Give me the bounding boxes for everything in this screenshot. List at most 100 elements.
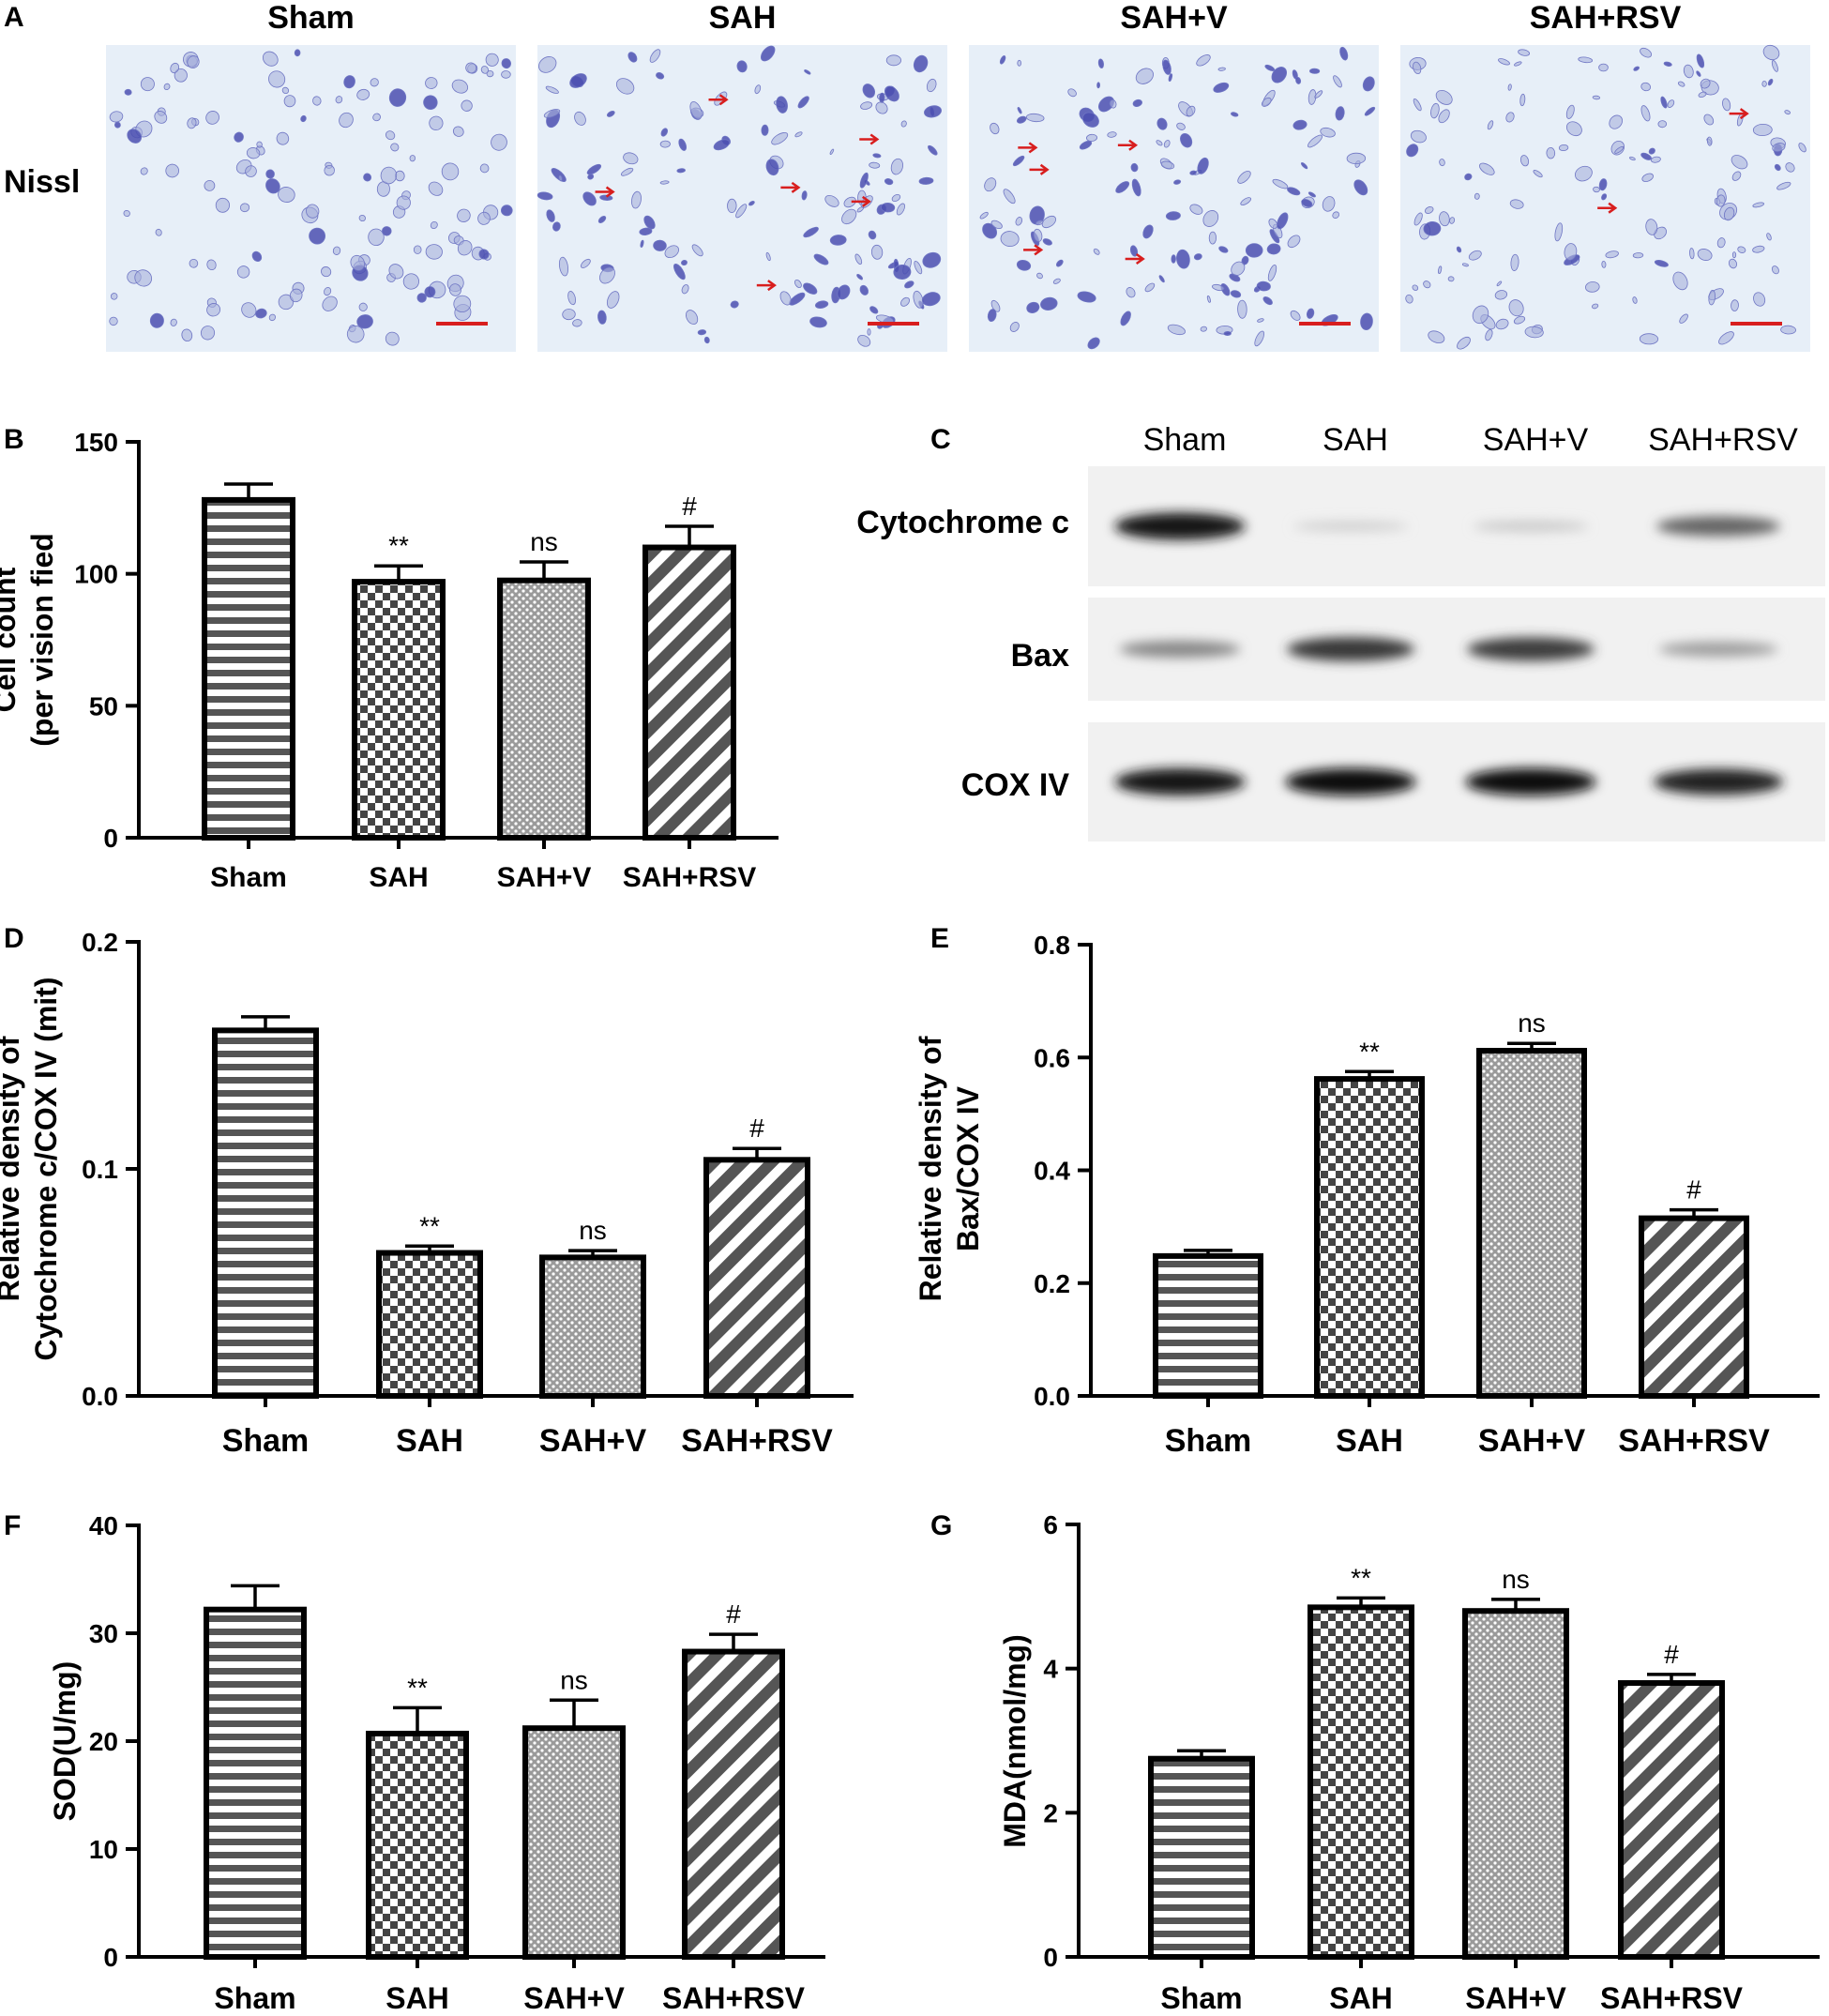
x-tick-label-sah-rsv: SAH+RSV bbox=[623, 862, 757, 893]
chart-b: B Sham ** SAH ns SAH+V # SAH+RSV 0 50 100 150 Cell c… bbox=[0, 424, 778, 893]
y-axis-title: (per vision fied bbox=[25, 533, 59, 747]
significance-label: ns bbox=[1502, 1565, 1530, 1594]
panel-letter-c: C bbox=[930, 424, 951, 455]
bar-sah-rsv bbox=[1618, 1680, 1725, 1960]
significance-label: # bbox=[726, 1599, 741, 1629]
bar-sah bbox=[376, 1250, 483, 1400]
error-bar-sah-v bbox=[520, 560, 568, 581]
bar-sham bbox=[1148, 1755, 1255, 1961]
blot-band bbox=[1465, 767, 1596, 796]
blot-band bbox=[1114, 768, 1246, 796]
x-tick-label-sham: Sham bbox=[210, 862, 287, 893]
micrograph-sah-rsv: SAH+RSV bbox=[1400, 0, 1810, 352]
x-tick-label-sham: Sham bbox=[222, 1423, 310, 1459]
bar-sah-rsv bbox=[682, 1648, 785, 1961]
blot-lane-label-sah-v: SAH+V bbox=[1483, 422, 1589, 458]
error-bar-sham bbox=[241, 1015, 290, 1031]
y-tick-label: 10 bbox=[89, 1835, 118, 1864]
chart-g: G Sham ** SAH ns SAH+V # SAH+RSV 0 2 4 6 MDA(nmol/mg… bbox=[930, 1510, 1820, 2015]
micrograph-row: Sham SAH SAH+V SAH+RSV bbox=[106, 0, 1810, 352]
blot-band bbox=[1285, 767, 1416, 796]
bar-sham bbox=[212, 1027, 319, 1399]
y-tick-label: 0.2 bbox=[82, 928, 118, 957]
significance-label: ns bbox=[530, 527, 558, 556]
error-bar-sah bbox=[405, 1244, 454, 1253]
panel-a-nissl: A Nissl Sham SAH SAH+V SAH+RSV bbox=[4, 0, 1810, 352]
x-tick-label-sah-rsv: SAH+RSV bbox=[681, 1423, 833, 1459]
red-arrow-icon bbox=[1117, 139, 1139, 151]
x-tick-label-sah: SAH bbox=[396, 1423, 463, 1459]
group-title-sah-v: SAH+V bbox=[1120, 0, 1228, 36]
y-tick-label: 0.1 bbox=[82, 1155, 118, 1184]
error-bar-sah-v bbox=[568, 1249, 617, 1258]
significance-label: ns bbox=[579, 1216, 607, 1245]
bar-sah-v bbox=[1462, 1608, 1569, 1960]
y-tick-label: 0.6 bbox=[1034, 1043, 1070, 1072]
y-axis-title: Bax/COX IV bbox=[951, 1085, 985, 1251]
bar-sah bbox=[366, 1730, 469, 1960]
red-arrow-icon bbox=[851, 195, 871, 207]
blot-row-cox-iv: COX IV bbox=[961, 722, 1825, 841]
error-bar-sah bbox=[374, 564, 423, 583]
chart-e: E Sham ** SAH ns SAH+V # SAH+RSV 0.0 0.2 0.4 0.6 0.8… bbox=[914, 923, 1820, 1459]
blot-label-bax: Bax bbox=[1011, 638, 1069, 674]
x-tick-label-sah: SAH bbox=[1329, 1981, 1393, 2015]
blot-band bbox=[1658, 642, 1778, 657]
bar-sah-v bbox=[522, 1725, 626, 1960]
blot-band bbox=[1656, 516, 1780, 537]
x-tick-label-sham: Sham bbox=[214, 1981, 295, 2015]
bar-sham bbox=[202, 496, 295, 841]
y-tick-label: 0.0 bbox=[1034, 1382, 1070, 1411]
y-tick-label: 0 bbox=[1043, 1943, 1058, 1972]
micrograph-sah: SAH bbox=[537, 0, 947, 352]
blot-row-cytochrome-c: Cytochrome c bbox=[856, 466, 1825, 586]
chart-f: F Sham ** SAH ns SAH+V # SAH+RSV 0 10 20 30 40 SOD(U/… bbox=[4, 1510, 825, 2015]
blot-band bbox=[1473, 521, 1589, 532]
y-tick-label: 4 bbox=[1043, 1655, 1058, 1684]
stained-cells bbox=[979, 46, 1376, 350]
red-arrow-icon bbox=[708, 94, 729, 106]
significance-label: # bbox=[682, 492, 697, 521]
error-bar-sah-v bbox=[1491, 1598, 1540, 1612]
error-bar-sah bbox=[393, 1705, 442, 1734]
x-tick-label-sah-v: SAH+V bbox=[1478, 1423, 1586, 1459]
panel-c-western-blot: C Sham SAH SAH+V SAH+RSV Cytochrome c Bax COX … bbox=[856, 422, 1825, 841]
error-bar-sah-rsv bbox=[1670, 1207, 1718, 1219]
x-tick-label-sah-v: SAH+V bbox=[523, 1981, 625, 2015]
group-title-sham: Sham bbox=[267, 0, 355, 36]
panel-letter-f: F bbox=[4, 1510, 21, 1541]
panel-letter-g: G bbox=[930, 1510, 952, 1541]
micrograph-sham: Sham bbox=[106, 0, 516, 352]
error-bar-sah-v bbox=[550, 1698, 598, 1729]
x-tick-label-sah-v: SAH+V bbox=[1465, 1981, 1566, 2015]
error-bar-sah-rsv bbox=[709, 1632, 758, 1652]
significance-label: ns bbox=[560, 1665, 588, 1694]
y-tick-label: 6 bbox=[1043, 1510, 1058, 1539]
red-arrow-icon bbox=[595, 186, 615, 198]
y-tick-label: 40 bbox=[89, 1511, 118, 1540]
bar-sah-rsv bbox=[642, 544, 736, 841]
axes bbox=[126, 440, 778, 849]
y-tick-label: 0 bbox=[103, 1943, 118, 1972]
chart-d: D Sham ** SAH ns SAH+V # SAH+RSV 0.0 0.1 0.2 Relati… bbox=[0, 923, 854, 1459]
axes bbox=[126, 1523, 825, 1968]
blot-band bbox=[1467, 637, 1595, 661]
group-title-sah-rsv: SAH+RSV bbox=[1530, 0, 1682, 36]
y-tick-label: 0.4 bbox=[1034, 1157, 1070, 1186]
panel-letter-a: A bbox=[4, 2, 24, 33]
red-arrow-icon bbox=[1125, 252, 1145, 265]
error-bar-sah-v bbox=[1507, 1041, 1556, 1052]
stained-cells bbox=[537, 45, 942, 347]
significance-label: # bbox=[1686, 1175, 1701, 1205]
y-axis-title: Relative density of bbox=[0, 1036, 25, 1301]
significance-label: ** bbox=[407, 1673, 428, 1702]
blot-band bbox=[1114, 512, 1246, 540]
bar-sham bbox=[1153, 1252, 1263, 1400]
bar-sah-v bbox=[539, 1254, 646, 1399]
red-arrow-icon bbox=[756, 280, 777, 292]
panel-letter-e: E bbox=[930, 923, 949, 954]
error-bar-sham bbox=[231, 1584, 280, 1610]
error-bar-sham bbox=[224, 482, 273, 500]
